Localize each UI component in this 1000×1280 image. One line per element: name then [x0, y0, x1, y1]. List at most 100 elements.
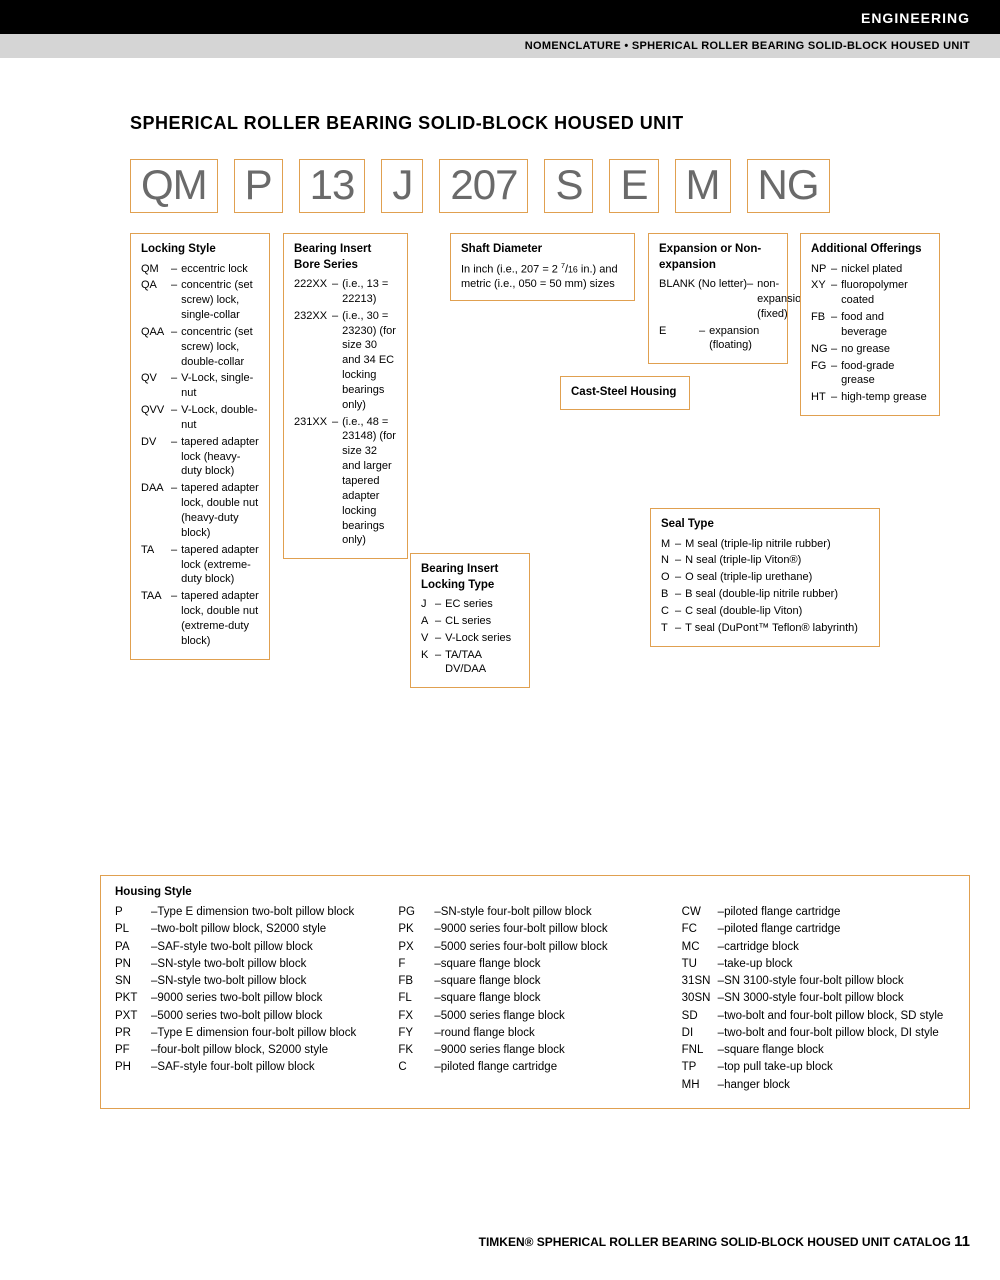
panel-row: TA–tapered adapter lock (extreme-duty bl… [141, 543, 259, 588]
panel-seal-type: Seal TypeM–M seal (triple-lip nitrile ru… [650, 508, 880, 647]
housing-desc: two-bolt and four-bolt pillow block, SD … [724, 1008, 955, 1025]
page-content: SPHERICAL ROLLER BEARING SOLID-BLOCK HOU… [0, 113, 1000, 853]
row-desc: B seal (double-lip nitrile rubber) [685, 587, 869, 602]
panel-row: QM–eccentric lock [141, 262, 259, 277]
housing-code: FY [398, 1025, 434, 1042]
housing-row: P– Type E dimension two-bolt pillow bloc… [115, 904, 388, 921]
code-207: 207 [439, 159, 528, 213]
housing-desc: 5000 series four-bolt pillow block [441, 939, 672, 956]
code-13: 13 [299, 159, 366, 213]
housing-code: TP [682, 1059, 718, 1076]
housing-desc: SN 3000-style four-bolt pillow block [724, 990, 955, 1007]
row-code: BLANK (No letter) [659, 277, 747, 322]
row-desc: (i.e., 48 = 23148) (for size 32 and larg… [342, 415, 397, 549]
row-code: HT [811, 390, 831, 405]
panel-row: XY–fluoropolymer coated [811, 278, 929, 308]
panel-row: E–expansion (floating) [659, 324, 777, 354]
row-code: M [661, 537, 675, 552]
row-code: QA [141, 278, 171, 323]
row-desc: (i.e., 30 = 23230) (for size 30 and 34 E… [342, 309, 397, 413]
code-e: E [609, 159, 658, 213]
housing-desc: two-bolt and four-bolt pillow block, DI … [724, 1025, 955, 1042]
housing-desc: square flange block [724, 1042, 955, 1059]
panel-title: Bearing Insert Bore Series [294, 242, 397, 273]
housing-desc: hanger block [724, 1077, 955, 1094]
panel-row: A–CL series [421, 614, 519, 629]
row-code: 232XX [294, 309, 332, 413]
housing-row: C– piloted flange cartridge [398, 1059, 671, 1076]
footer-text: TIMKEN® SPHERICAL ROLLER BEARING SOLID-B… [479, 1235, 951, 1249]
row-desc: EC series [445, 597, 519, 612]
panel-row: QA–concentric (set screw) lock, single-c… [141, 278, 259, 323]
panel-row: NG–no grease [811, 342, 929, 357]
page-number: 11 [954, 1233, 970, 1250]
row-code: V [421, 631, 435, 646]
panel-title: Shaft Diameter [461, 242, 624, 258]
row-desc: eccentric lock [181, 262, 259, 277]
housing-code: FC [682, 921, 718, 938]
housing-code: PG [398, 904, 434, 921]
row-code: NP [811, 262, 831, 277]
panel-row: T–T seal (DuPont™ Teflon® labyrinth) [661, 621, 869, 636]
housing-code: MC [682, 939, 718, 956]
housing-row: FL– square flange block [398, 990, 671, 1007]
row-code: FB [811, 310, 831, 340]
housing-desc: four-bolt pillow block, S2000 style [157, 1042, 388, 1059]
panel-title: Cast-Steel Housing [571, 385, 679, 401]
housing-desc: square flange block [441, 973, 672, 990]
panel-title: Additional Offerings [811, 242, 929, 258]
housing-code: FL [398, 990, 434, 1007]
row-desc: tapered adapter lock, double nut (heavy-… [181, 481, 259, 540]
panel-row: C–C seal (double-lip Viton) [661, 604, 869, 619]
row-desc: concentric (set screw) lock, double-coll… [181, 325, 259, 370]
row-code: J [421, 597, 435, 612]
housing-row: SN– SN-style two-bolt pillow block [115, 973, 388, 990]
row-code: O [661, 570, 675, 585]
row-desc: expansion (floating) [709, 324, 777, 354]
panel-locking-style: Locking Style QM–eccentric lockQA–concent… [130, 233, 270, 660]
housing-column: PG– SN-style four-bolt pillow blockPK– 9… [398, 904, 671, 1094]
housing-desc: piloted flange cartridge [724, 921, 955, 938]
header-black: ENGINEERING [0, 0, 1000, 34]
panel-row: B–B seal (double-lip nitrile rubber) [661, 587, 869, 602]
header-grey: NOMENCLATURE • SPHERICAL ROLLER BEARING … [0, 34, 1000, 58]
panel-row: DV–tapered adapter lock (heavy-duty bloc… [141, 435, 259, 480]
row-desc: M seal (triple-lip nitrile rubber) [685, 537, 869, 552]
housing-desc: SN-style two-bolt pillow block [157, 956, 388, 973]
housing-row: FX– 5000 series flange block [398, 1008, 671, 1025]
panel-row: QV–V-Lock, single-nut [141, 371, 259, 401]
housing-code: TU [682, 956, 718, 973]
housing-desc: piloted flange cartridge [724, 904, 955, 921]
housing-desc: Type E dimension two-bolt pillow block [157, 904, 388, 921]
housing-row: 31SN– SN 3100-style four-bolt pillow blo… [682, 973, 955, 990]
row-desc: V-Lock, single-nut [181, 371, 259, 401]
housing-desc: 5000 series flange block [441, 1008, 672, 1025]
housing-desc: SN-style four-bolt pillow block [441, 904, 672, 921]
housing-code: C [398, 1059, 434, 1076]
row-code: 222XX [294, 277, 332, 307]
row-code: FG [811, 359, 831, 389]
row-desc: tapered adapter lock (extreme-duty block… [181, 543, 259, 588]
row-code: DAA [141, 481, 171, 540]
housing-row: FB– square flange block [398, 973, 671, 990]
panel-title: Expansion or Non-expansion [659, 242, 777, 273]
panel-bore-series: Bearing Insert Bore Series222XX–(i.e., 1… [283, 233, 408, 559]
row-desc: (i.e., 13 = 22213) [342, 277, 397, 307]
panel-expansion: Expansion or Non-expansion BLANK (No lett… [648, 233, 788, 364]
row-desc: high-temp grease [841, 390, 929, 405]
housing-row: PH– SAF-style four-bolt pillow block [115, 1059, 388, 1076]
panel-additional: Additional OfferingsNP–nickel platedXY–f… [800, 233, 940, 416]
panel-row: DAA–tapered adapter lock, double nut (he… [141, 481, 259, 540]
housing-code: PL [115, 921, 151, 938]
code-j: J [381, 159, 423, 213]
code-s: S [544, 159, 593, 213]
panel-row: M–M seal (triple-lip nitrile rubber) [661, 537, 869, 552]
housing-desc: Type E dimension four-bolt pillow block [157, 1025, 388, 1042]
code-m: M [675, 159, 731, 213]
housing-code: PR [115, 1025, 151, 1042]
housing-code: SN [115, 973, 151, 990]
panel-housing-style: Housing Style P– Type E dimension two-bo… [100, 875, 970, 1109]
housing-desc: SN-style two-bolt pillow block [157, 973, 388, 990]
panel-title: Locking Style [141, 242, 259, 258]
row-code: QVV [141, 403, 171, 433]
